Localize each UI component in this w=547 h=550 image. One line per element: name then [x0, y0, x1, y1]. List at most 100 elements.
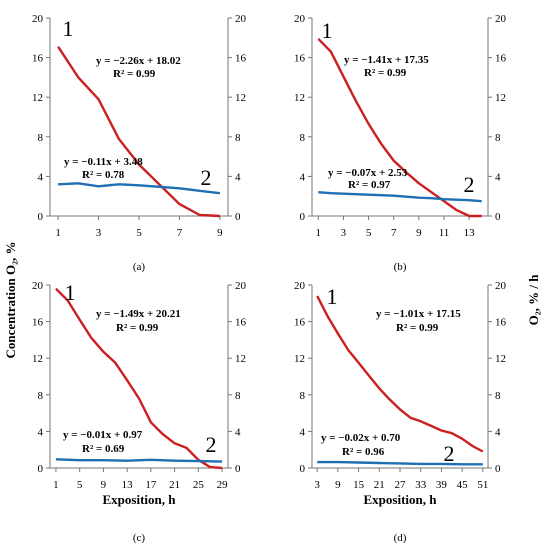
y2-tick-label: 16	[495, 317, 507, 329]
series-number-label: 1	[63, 16, 74, 41]
y-tick-label: 12	[32, 92, 43, 104]
x-tick-label: 13	[464, 227, 476, 239]
panel-label: (c)	[133, 532, 146, 544]
x-tick-label: 1	[55, 227, 61, 239]
series-number-label: 2	[444, 441, 455, 466]
y-tick-label: 20	[32, 13, 44, 25]
x-tick-label: 5	[366, 227, 372, 239]
y-tick-label: 4	[300, 426, 306, 438]
y-tick-label: 20	[32, 280, 44, 292]
y2-tick-label: 12	[495, 353, 506, 365]
series-line-1	[55, 287, 223, 470]
r-squared-label: R² = 0.99	[113, 68, 156, 80]
r-squared-label: R² = 0.99	[364, 67, 407, 79]
y-tick-label: 8	[38, 132, 44, 144]
r-squared-label: R² = 0.78	[82, 169, 125, 181]
y2-tick-label: 20	[495, 280, 507, 292]
series-number-label: 1	[322, 18, 333, 43]
y-tick-label: 4	[300, 171, 306, 183]
x-axis-title: Exposition, h	[103, 492, 177, 507]
x-tick-label: 13	[122, 479, 134, 491]
y2-tick-label: 12	[235, 353, 246, 365]
series-number-label: 2	[206, 432, 217, 457]
x-tick-label: 9	[217, 227, 223, 239]
y-tick-label: 16	[32, 53, 44, 65]
y2-tick-label: 16	[235, 317, 247, 329]
x-tick-label: 9	[335, 479, 341, 491]
y2-tick-label: 4	[235, 426, 241, 438]
y-tick-label: 20	[294, 280, 306, 292]
chart-panel-2: 0 4 8 12 16 20 0 4 8 12 16 20 1 5 9 13 17 21 25 29 1 y = −1.4…	[32, 280, 247, 544]
y-tick-label: 4	[38, 171, 44, 183]
regression-equation: y = −1.49x + 20.21	[96, 308, 181, 320]
y2-tick-label: 0	[235, 463, 241, 475]
x-tick-label: 3	[314, 479, 320, 491]
y-tick-label: 8	[38, 390, 44, 402]
series-number-label: 2	[201, 165, 212, 190]
y-tick-label: 8	[300, 390, 306, 402]
y-tick-label: 8	[300, 132, 306, 144]
y2-tick-label: 4	[495, 171, 501, 183]
series-line-2	[55, 458, 223, 463]
regression-equation: y = −0.07x + 2.53	[328, 167, 408, 179]
series-line-2	[58, 182, 221, 195]
x-tick-label: 17	[145, 479, 157, 491]
x-tick-label: 39	[436, 479, 448, 491]
y-tick-label: 0	[300, 211, 306, 223]
regression-equation: y = −0.02x + 0.70	[321, 432, 401, 444]
y2-tick-label: 20	[495, 13, 507, 25]
y-tick-label: 20	[294, 13, 306, 25]
y-tick-label: 0	[38, 211, 44, 223]
regression-equation: y = −0.11x + 3.48	[64, 156, 143, 168]
x-tick-label: 45	[457, 479, 469, 491]
y-axis-left-label: Concentration O₂, %	[3, 242, 18, 359]
y2-tick-label: 16	[235, 53, 247, 65]
y2-tick-label: 12	[495, 92, 506, 104]
x-tick-label: 7	[391, 227, 397, 239]
r-squared-label: R² = 0.69	[82, 443, 125, 455]
chart-panel-0: 0 4 8 12 16 20 0 4 8 12 16 20 1 3 5 7 9 1 y = −2.26x + 18.…	[32, 13, 247, 273]
y2-tick-label: 8	[235, 132, 241, 144]
series-number-label: 1	[65, 280, 76, 305]
x-tick-label: 21	[374, 479, 385, 491]
y2-tick-label: 20	[235, 13, 247, 25]
y-tick-label: 16	[294, 317, 306, 329]
y-tick-label: 0	[38, 463, 44, 475]
y2-tick-label: 8	[495, 390, 501, 402]
panel-label: (d)	[394, 532, 407, 544]
y2-tick-label: 12	[235, 92, 246, 104]
y2-tick-label: 20	[235, 280, 247, 292]
x-tick-label: 7	[177, 227, 183, 239]
y2-tick-label: 8	[495, 132, 501, 144]
y-axis-right-label: O₂, % / h	[526, 274, 541, 326]
regression-equation: y = −1.41x + 17.35	[344, 54, 429, 66]
x-tick-label: 9	[101, 479, 107, 491]
panel-label: (b)	[394, 261, 407, 273]
x-tick-label: 15	[353, 479, 365, 491]
series-number-label: 2	[464, 172, 475, 197]
r-squared-label: R² = 0.99	[396, 322, 439, 334]
regression-equation: y = −1.01x + 17.15	[376, 308, 461, 320]
y-tick-label: 16	[32, 317, 44, 329]
y-tick-label: 12	[294, 353, 305, 365]
series-line-2	[318, 191, 482, 203]
y-tick-label: 16	[294, 53, 306, 65]
x-tick-label: 1	[316, 227, 322, 239]
r-squared-label: R² = 0.96	[342, 446, 385, 458]
x-tick-label: 3	[341, 227, 347, 239]
series-line-2	[317, 460, 483, 466]
series-number-label: 1	[327, 284, 338, 309]
r-squared-label: R² = 0.97	[348, 179, 391, 191]
regression-equation: y = −2.26x + 18.02	[96, 55, 181, 67]
series-line-1	[316, 295, 484, 453]
x-tick-label: 5	[77, 479, 83, 491]
series-line-1	[317, 37, 482, 218]
x-tick-label: 11	[439, 227, 450, 239]
x-tick-label: 29	[217, 479, 229, 491]
x-tick-label: 27	[395, 479, 407, 491]
y2-tick-label: 16	[495, 53, 507, 65]
x-tick-label: 21	[169, 479, 180, 491]
y-tick-label: 12	[32, 353, 43, 365]
